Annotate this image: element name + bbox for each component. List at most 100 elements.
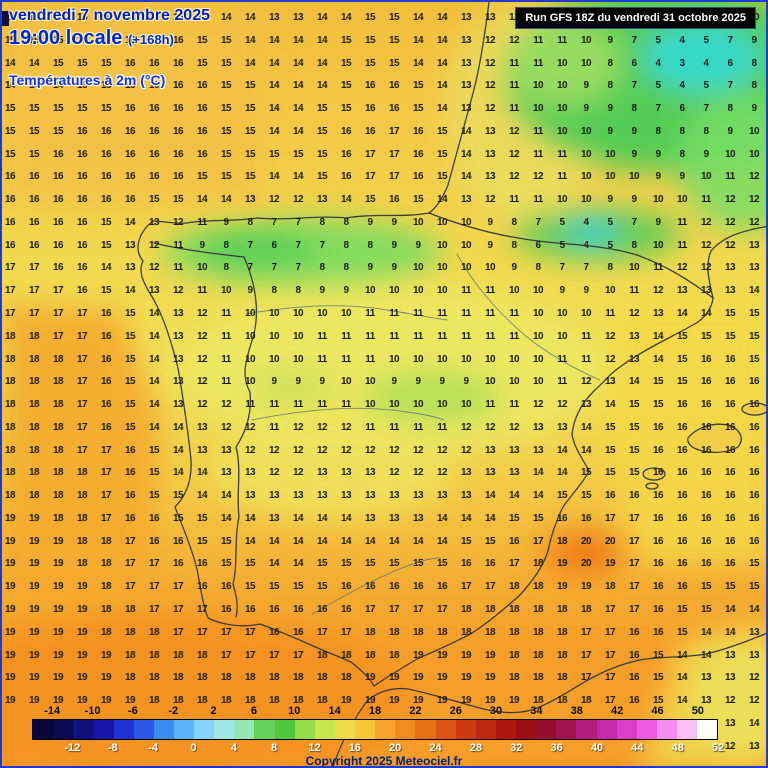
temp-value: 15	[124, 399, 136, 411]
colorbar-label: 34	[530, 705, 543, 717]
temp-value: 17	[604, 672, 616, 684]
temp-value: 7	[319, 239, 325, 251]
temp-value: 17	[124, 535, 136, 547]
temp-value: 17	[148, 581, 160, 593]
temp-value: 16	[748, 535, 760, 547]
temp-value: 10	[484, 353, 496, 365]
colorbar-label: -10	[84, 705, 101, 717]
temp-value: 14	[436, 34, 448, 46]
temp-value: 10	[532, 80, 544, 92]
temp-value: 19	[100, 649, 112, 661]
coast-spain-mediterranean	[373, 297, 714, 687]
temp-value: 16	[748, 512, 760, 524]
temp-value: 13	[508, 467, 520, 479]
temp-value: 9	[391, 239, 397, 251]
temp-value: 11	[389, 308, 399, 319]
temp-value: 12	[196, 376, 208, 388]
temp-value: 18	[100, 604, 112, 616]
temp-value: 16	[436, 581, 448, 593]
temp-value: 12	[652, 285, 664, 297]
temp-value: 16	[52, 171, 64, 183]
temp-value: 16	[748, 376, 760, 388]
temp-value: 15	[532, 512, 544, 524]
temp-value: 10	[580, 171, 592, 183]
temp-value: 9	[343, 285, 349, 297]
temp-value: 13	[316, 490, 328, 502]
temp-value: 7	[703, 103, 709, 115]
temp-value: 13	[676, 285, 688, 297]
river-tajo	[251, 407, 445, 421]
temp-value: 14	[436, 512, 448, 524]
temp-value: 16	[196, 103, 208, 115]
temp-value: 19	[28, 649, 40, 661]
temp-value: 15	[436, 558, 448, 570]
temp-value: 16	[148, 535, 160, 547]
temp-value: 12	[676, 262, 688, 274]
temp-value: 17	[412, 604, 424, 616]
temp-value: 11	[509, 308, 519, 319]
temp-value: 15	[196, 57, 208, 69]
temp-value: 13	[172, 399, 184, 411]
temp-value: 14	[556, 444, 568, 456]
temp-value: 11	[581, 330, 591, 342]
temp-value: 15	[244, 171, 256, 183]
temp-value: 9	[583, 80, 589, 92]
temp-value: 14	[244, 535, 256, 547]
colorbar-segment	[355, 720, 376, 739]
colorbar-segment	[53, 720, 74, 739]
temp-value: 11	[293, 399, 303, 411]
temp-value: 16	[340, 581, 352, 593]
temp-value: 19	[100, 672, 112, 684]
temp-value: 13	[292, 490, 304, 502]
temp-value: 13	[148, 285, 160, 297]
temp-value: 18	[76, 467, 88, 479]
temp-value: 17	[604, 604, 616, 616]
temp-value: 9	[607, 34, 613, 46]
temp-value: 11	[437, 421, 447, 433]
temp-value: 11	[365, 330, 375, 342]
temp-value: 13	[556, 421, 568, 433]
temp-value: 16	[628, 695, 640, 707]
temp-value: 16	[76, 262, 88, 274]
temp-value: 17	[244, 649, 256, 661]
temp-value: 19	[412, 649, 424, 661]
temp-value: 14	[412, 57, 424, 69]
temp-value: 15	[244, 103, 256, 115]
temp-value: 16	[700, 376, 712, 388]
temp-value: 16	[700, 512, 712, 524]
temp-value: 15	[52, 12, 64, 23]
temp-value: 11	[221, 376, 231, 388]
temp-value: 10	[268, 353, 280, 365]
temp-value: 12	[484, 80, 496, 92]
temp-value: 12	[316, 444, 328, 456]
temp-value: 10	[412, 399, 424, 411]
temp-value: 19	[28, 512, 40, 524]
colorbar-label: 42	[610, 705, 624, 717]
colorbar-segment	[576, 720, 597, 739]
temp-value: 15	[100, 80, 112, 92]
colorbar-segment	[415, 720, 436, 739]
temp-value: 16	[340, 604, 352, 616]
temp-value: 18	[28, 467, 40, 479]
temp-value: 12	[700, 239, 712, 251]
temp-value: 14	[148, 399, 160, 411]
temp-value: 14	[460, 148, 472, 160]
temp-value: 18	[172, 649, 184, 661]
temp-value: 12	[508, 125, 520, 137]
temp-value: 13	[244, 467, 256, 479]
temp-value: 18	[508, 626, 520, 638]
temp-value: 14	[292, 103, 304, 115]
temp-value: 14	[172, 467, 184, 479]
temp-value: 12	[724, 194, 736, 206]
temp-value: 15	[676, 330, 688, 342]
colorbar-label: 6	[250, 705, 257, 717]
temp-value: 11	[677, 216, 687, 228]
temp-value: 16	[52, 148, 64, 160]
temp-value: 15	[748, 353, 760, 365]
temp-value: 12	[388, 467, 400, 479]
temp-value: 14	[148, 421, 160, 433]
temp-value: 20	[580, 535, 592, 547]
temp-value: 17	[4, 308, 16, 319]
temp-value: 16	[364, 103, 376, 115]
